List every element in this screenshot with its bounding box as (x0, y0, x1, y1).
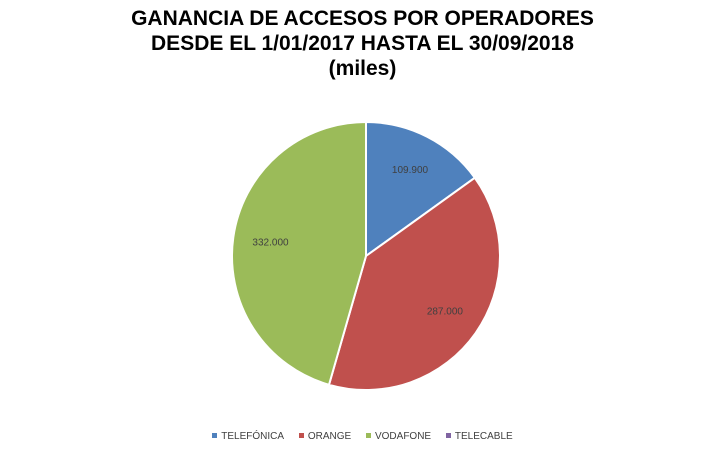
legend-item-orange: ORANGE (298, 431, 352, 442)
chart-title-line-2: DESDE EL 1/01/2017 HASTA EL 30/09/2018 (151, 32, 574, 55)
data-label-vodafone: 332.000 (252, 238, 289, 249)
data-label-orange: 287.000 (427, 307, 464, 318)
legend-item-vodafone: VODAFONE (365, 431, 432, 442)
legend-swatch-vodafone (365, 432, 371, 438)
legend-swatch-telefonica (212, 432, 218, 438)
chart-title-line-3: (miles) (328, 57, 397, 80)
pie-slice-orange (327, 176, 501, 391)
legend-label-orange: ORANGE (307, 431, 352, 442)
pie-slices (231, 120, 501, 391)
legend-item-telecable: TELECABLE (445, 431, 513, 442)
data-label-telefonica: 109.900 (392, 165, 429, 176)
chart-legend: TELEFÓNICA ORANGE VODAFONE TELECABLE (0, 431, 725, 442)
pie-slice-vodafone (231, 120, 367, 387)
pie-slice-telefonica (365, 120, 477, 258)
legend-label-vodafone: VODAFONE (374, 431, 432, 442)
legend-swatch-orange (298, 432, 304, 438)
legend-swatch-telecable (445, 432, 451, 438)
chart-title-line-1: GANANCIA DE ACCESOS POR OPERADORES (131, 7, 594, 30)
chart-title: GANANCIA DE ACCESOS POR OPERADORES DESDE… (0, 6, 725, 81)
legend-label-telefonica: TELEFÓNICA (221, 431, 285, 442)
legend-label-telecable: TELECABLE (454, 431, 513, 442)
pie-data-labels: 109.900 287.000 332.000 (252, 165, 463, 317)
legend-item-telefonica: TELEFÓNICA (212, 431, 284, 442)
